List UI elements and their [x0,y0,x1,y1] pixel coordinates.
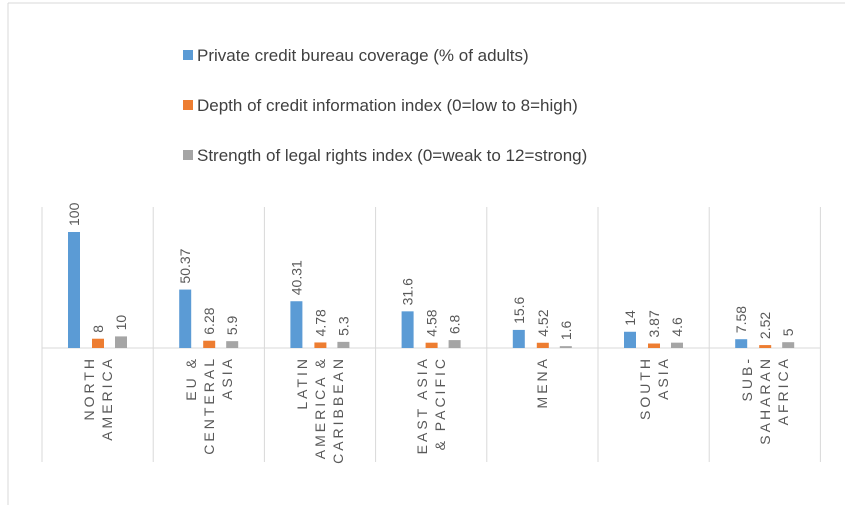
legend-label: Private credit bureau coverage (% of adu… [197,46,529,65]
data-label: 6.28 [201,307,217,334]
category-label: SUB-SAHARAN AFRICA [715,356,815,460]
data-label: 100 [66,202,82,226]
data-label: 6.8 [447,314,463,334]
bar [226,341,239,348]
bar [512,329,525,348]
bar [401,311,414,348]
data-label: 8 [90,325,106,333]
data-label: 2.52 [757,312,773,339]
bar [425,342,438,348]
category-text: MENA [534,356,551,409]
data-label: 7.58 [733,306,749,333]
data-label: 4.6 [669,317,685,337]
data-label: 3.87 [646,310,662,337]
data-label: 5.3 [335,316,351,336]
bar [624,331,636,348]
data-label: 10 [113,315,129,331]
data-label: 31.6 [400,278,416,305]
bar [448,340,461,348]
legend-label: Depth of credit information index (0=low… [197,96,578,115]
category-text: LATIN AMERICA & CARIBBEAN [294,355,346,464]
category-text: EAST ASIA & PACIFIC [414,356,449,455]
bar [314,342,327,348]
category-label: SOUTH ASIA [604,356,704,460]
bar [648,343,660,348]
bar [759,345,772,348]
category-text: SOUTH ASIA [636,356,671,420]
bar [735,339,748,348]
legend-label: Strength of legal rights index (0=weak t… [197,146,587,165]
bar [115,336,127,348]
legend-swatch [183,50,193,60]
data-label: 5.9 [224,315,240,335]
bar [671,342,683,348]
data-label: 4.58 [424,309,440,336]
category-text: SUB-SAHARAN AFRICA [738,356,791,445]
category-label: NORTH AMERICA [48,356,148,460]
legend-swatch [183,100,193,110]
category-label: EU & CENTERAL ASIA [159,356,259,460]
bar [559,346,572,348]
category-label: LATIN AMERICA & CARIBBEAN [270,356,370,464]
data-label: 14 [622,310,638,326]
bar [290,301,303,348]
data-label: 50.37 [177,248,193,283]
data-label: 4.78 [312,309,328,336]
legend-swatch [183,150,193,160]
bar [337,341,350,348]
data-label: 1.6 [558,320,574,340]
data-label: 40.31 [288,260,304,295]
data-label: 5 [780,328,796,336]
bar [179,289,192,348]
category-text: NORTH AMERICA [80,356,115,441]
bar [536,342,549,348]
category-label: EAST ASIA & PACIFIC [381,356,481,460]
bar [68,232,80,348]
data-label: 4.52 [535,309,551,336]
bar [92,338,104,348]
category-label: MENA [492,356,592,460]
category-text: EU & CENTERAL ASIA [182,356,235,455]
bar [782,342,795,348]
bar [203,340,216,348]
data-label: 15.6 [511,296,527,323]
